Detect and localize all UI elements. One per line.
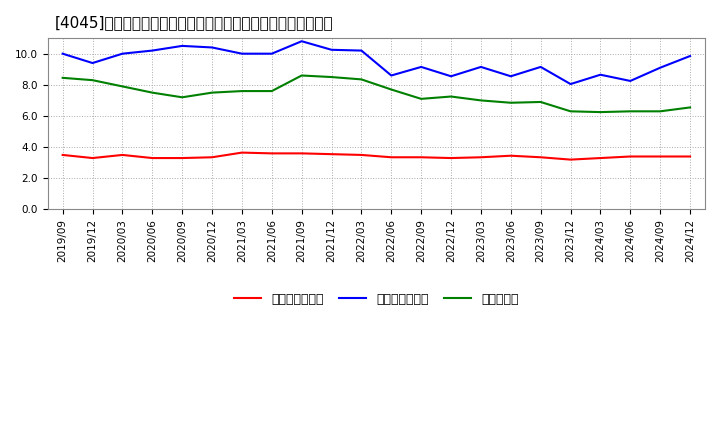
売上債権回転率 bbox=[446, 155, 455, 161]
売上債権回転率 bbox=[566, 157, 575, 162]
Line: 買入債務回転率: 買入債務回転率 bbox=[63, 41, 690, 84]
在庫回転率 bbox=[89, 77, 97, 83]
在庫回転率 bbox=[446, 94, 455, 99]
在庫回転率 bbox=[327, 74, 336, 80]
買入債務回転率 bbox=[357, 48, 366, 53]
売上債権回転率 bbox=[417, 154, 426, 160]
在庫回転率 bbox=[297, 73, 306, 78]
買入債務回転率 bbox=[566, 81, 575, 87]
買入債務回転率 bbox=[506, 73, 515, 79]
Line: 売上債権回転率: 売上債権回転率 bbox=[63, 153, 690, 160]
買入債務回転率 bbox=[685, 53, 694, 59]
在庫回転率 bbox=[626, 109, 634, 114]
売上債権回転率 bbox=[596, 155, 605, 161]
買入債務回転率 bbox=[626, 78, 634, 84]
買入債務回転率 bbox=[477, 64, 485, 70]
在庫回転率 bbox=[238, 88, 246, 94]
在庫回転率 bbox=[387, 87, 395, 92]
Text: [4045]　売上債権回転率、買入債務回転率、在庫回転率の推移: [4045] 売上債権回転率、買入債務回転率、在庫回転率の推移 bbox=[54, 15, 333, 30]
買入債務回転率 bbox=[297, 39, 306, 44]
売上債権回転率 bbox=[58, 152, 67, 158]
在庫回転率 bbox=[208, 90, 217, 95]
買入債務回転率 bbox=[267, 51, 276, 56]
在庫回転率 bbox=[656, 109, 665, 114]
売上債権回転率 bbox=[238, 150, 246, 155]
在庫回転率 bbox=[267, 88, 276, 94]
在庫回転率 bbox=[685, 105, 694, 110]
買入債務回転率 bbox=[536, 64, 545, 70]
買入債務回転率 bbox=[178, 43, 186, 48]
売上債権回転率 bbox=[387, 154, 395, 160]
売上債権回転率 bbox=[506, 153, 515, 158]
売上債権回転率 bbox=[357, 152, 366, 158]
在庫回転率 bbox=[477, 98, 485, 103]
売上債権回転率 bbox=[178, 155, 186, 161]
在庫回転率 bbox=[357, 77, 366, 82]
買入債務回転率 bbox=[118, 51, 127, 56]
売上債権回転率 bbox=[656, 154, 665, 159]
在庫回転率 bbox=[566, 109, 575, 114]
買入債務回転率 bbox=[387, 73, 395, 78]
買入債務回転率 bbox=[327, 47, 336, 52]
売上債権回転率 bbox=[267, 151, 276, 156]
買入債務回転率 bbox=[208, 45, 217, 50]
買入債務回転率 bbox=[656, 65, 665, 70]
売上債権回転率 bbox=[626, 154, 634, 159]
買入債務回転率 bbox=[148, 48, 157, 53]
在庫回転率 bbox=[58, 75, 67, 81]
在庫回転率 bbox=[178, 95, 186, 100]
在庫回転率 bbox=[536, 99, 545, 105]
買入債務回転率 bbox=[417, 64, 426, 70]
買入債務回転率 bbox=[89, 60, 97, 66]
売上債権回転率 bbox=[89, 155, 97, 161]
買入債務回転率 bbox=[596, 72, 605, 77]
買入債務回転率 bbox=[238, 51, 246, 56]
売上債権回転率 bbox=[477, 154, 485, 160]
在庫回転率 bbox=[417, 96, 426, 102]
売上債権回転率 bbox=[148, 155, 157, 161]
在庫回転率 bbox=[148, 90, 157, 95]
売上債権回転率 bbox=[536, 154, 545, 160]
在庫回転率 bbox=[596, 110, 605, 115]
売上債権回転率 bbox=[297, 151, 306, 156]
売上債権回転率 bbox=[685, 154, 694, 159]
売上債権回転率 bbox=[208, 154, 217, 160]
買入債務回転率 bbox=[446, 73, 455, 79]
Legend: 売上債権回転率, 買入債務回転率, 在庫回転率: 売上債権回転率, 買入債務回転率, 在庫回転率 bbox=[229, 288, 524, 311]
Line: 在庫回転率: 在庫回転率 bbox=[63, 76, 690, 112]
買入債務回転率 bbox=[58, 51, 67, 56]
売上債権回転率 bbox=[118, 152, 127, 158]
在庫回転率 bbox=[506, 100, 515, 106]
売上債権回転率 bbox=[327, 151, 336, 157]
在庫回転率 bbox=[118, 84, 127, 89]
